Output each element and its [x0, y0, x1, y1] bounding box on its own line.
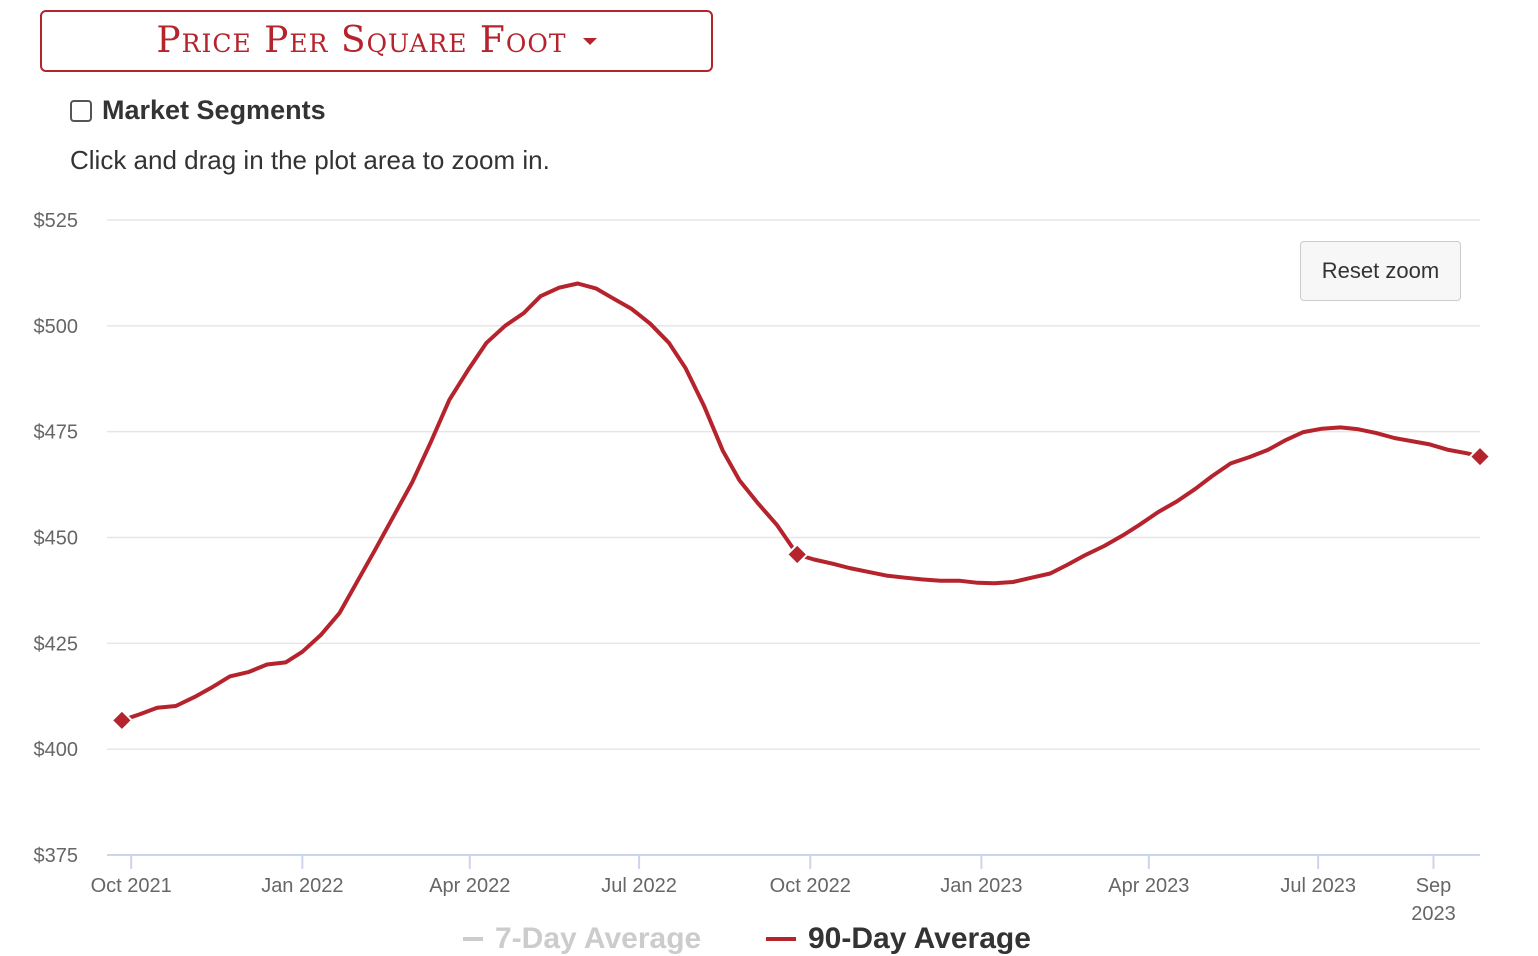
data-point-marker[interactable] [1468, 445, 1492, 469]
legend-swatch-90-day [766, 937, 796, 941]
legend-item-7-day[interactable]: 7-Day Average [463, 922, 701, 956]
y-tick-label: $425 [34, 633, 79, 655]
x-tick-label: Oct 2021 [91, 875, 172, 897]
y-axis: $375 $400 $425 $450 $475 $500 $525 [34, 210, 79, 867]
x-tick-label: Sep [1416, 875, 1452, 897]
x-tick-label: Jan 2022 [261, 875, 343, 897]
zoom-hint: Click and drag in the plot area to zoom … [70, 145, 550, 175]
series-90-day-average[interactable] [110, 281, 1492, 732]
y-tick-label: $525 [34, 210, 79, 232]
y-tick-label: $475 [34, 422, 79, 444]
y-tick-label: $450 [34, 528, 79, 550]
x-tick-label: 2023 [1411, 903, 1456, 920]
legend-label-7-day: 7-Day Average [495, 922, 702, 955]
series-line[interactable] [119, 281, 1482, 723]
legend-item-90-day[interactable]: 90-Day Average [766, 922, 1031, 956]
legend: 7-Day Average 90-Day Average [0, 922, 1538, 955]
chevron-down-icon [582, 37, 597, 45]
y-tick-label: $400 [34, 739, 79, 761]
legend-label-90-day: 90-Day Average [808, 922, 1031, 955]
x-tick-label: Jul 2023 [1280, 875, 1356, 897]
x-tick-label: Jan 2023 [940, 875, 1022, 897]
y-tick-label: $375 [34, 845, 79, 867]
y-tick-label: $500 [34, 316, 79, 338]
data-point-marker[interactable] [785, 543, 809, 566]
price-chart[interactable]: $375 $400 $425 $450 $475 $500 $525 Oct 2021 Jan… [0, 180, 1538, 920]
x-axis: Oct 2021 Jan 2022 Apr 2022 Jul 2022 Oct 2022… [91, 854, 1480, 920]
x-tick-label: Jul 2022 [601, 875, 677, 897]
market-segments-toggle[interactable]: Market Segments [70, 95, 326, 126]
metric-dropdown[interactable]: Price Per Square Foot [40, 10, 713, 72]
x-tick-label: Apr 2023 [1108, 875, 1189, 897]
data-point-marker[interactable] [110, 708, 134, 732]
legend-swatch-7-day [463, 937, 483, 941]
market-segments-label: Market Segments [102, 95, 326, 125]
gridlines [107, 219, 1480, 750]
x-tick-label: Apr 2022 [429, 875, 510, 897]
x-tick-label: Oct 2022 [770, 875, 851, 897]
market-segments-checkbox[interactable] [70, 99, 92, 122]
metric-dropdown-label: Price Per Square Foot [156, 20, 567, 61]
reset-zoom-button[interactable]: Reset zoom [1300, 241, 1461, 301]
